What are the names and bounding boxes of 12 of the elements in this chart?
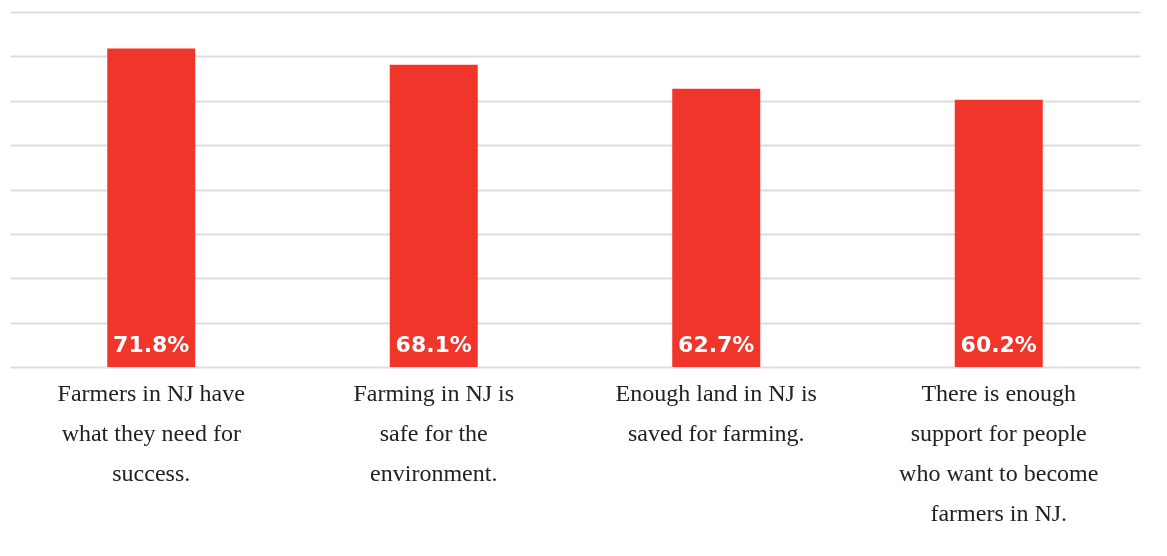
data-label: 71.8% <box>113 332 190 357</box>
data-label: 62.7% <box>678 332 755 357</box>
x-tick-label: Farmers in NJ have what they need for success. <box>57 379 245 486</box>
data-label: 68.1% <box>395 332 472 357</box>
bar <box>107 48 196 367</box>
bar <box>389 64 478 367</box>
x-tick-label: Enough land in NJ is saved for farming. <box>615 379 817 446</box>
bar <box>672 88 761 367</box>
data-label: 60.2% <box>960 332 1037 357</box>
x-tick-label: There is enough support for people who want to become farmers in NJ. <box>899 379 1099 526</box>
x-tick-label: Farming in NJ is safe for the environment. <box>353 379 515 486</box>
bar <box>954 99 1043 367</box>
